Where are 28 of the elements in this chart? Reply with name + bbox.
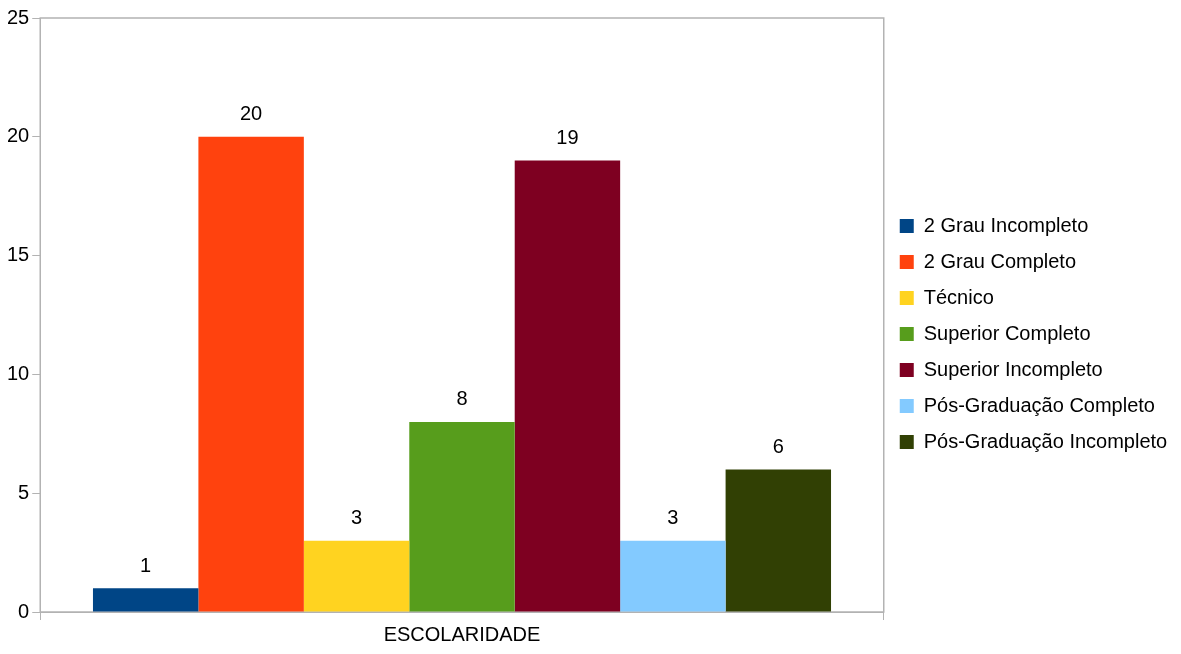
legend-label: 2 Grau Incompleto — [923, 213, 1089, 236]
y-tick-label: 5 — [18, 480, 30, 503]
data-label: 20 — [240, 102, 263, 125]
legend-label: Pós-Graduação Incompleto — [923, 429, 1168, 452]
data-label: 1 — [140, 553, 152, 576]
legend-label: Pós-Graduação Completo — [923, 393, 1155, 416]
x-tick-label: ESCOLARIDADE — [383, 622, 541, 645]
bar — [409, 421, 515, 612]
y-tick-label: 10 — [7, 361, 30, 384]
legend-label: Superior Incompleto — [923, 357, 1103, 380]
bar — [514, 160, 621, 612]
bar — [92, 588, 199, 612]
y-tick-label: 15 — [7, 243, 30, 266]
y-tick-label: 20 — [7, 124, 30, 147]
bar — [620, 540, 726, 612]
legend-label: Superior Completo — [923, 321, 1091, 344]
bar — [303, 540, 410, 612]
data-label: 3 — [351, 506, 363, 529]
data-label: 6 — [772, 434, 784, 457]
y-tick-label: 25 — [7, 5, 30, 28]
bar — [198, 136, 304, 612]
data-label: 3 — [667, 506, 679, 529]
data-label: 19 — [556, 126, 579, 149]
legend-label: 2 Grau Completo — [923, 249, 1077, 272]
legend-label: Técnico — [923, 285, 994, 308]
data-label: 8 — [456, 387, 468, 410]
bar — [725, 469, 832, 612]
y-tick-label: 0 — [18, 599, 30, 622]
